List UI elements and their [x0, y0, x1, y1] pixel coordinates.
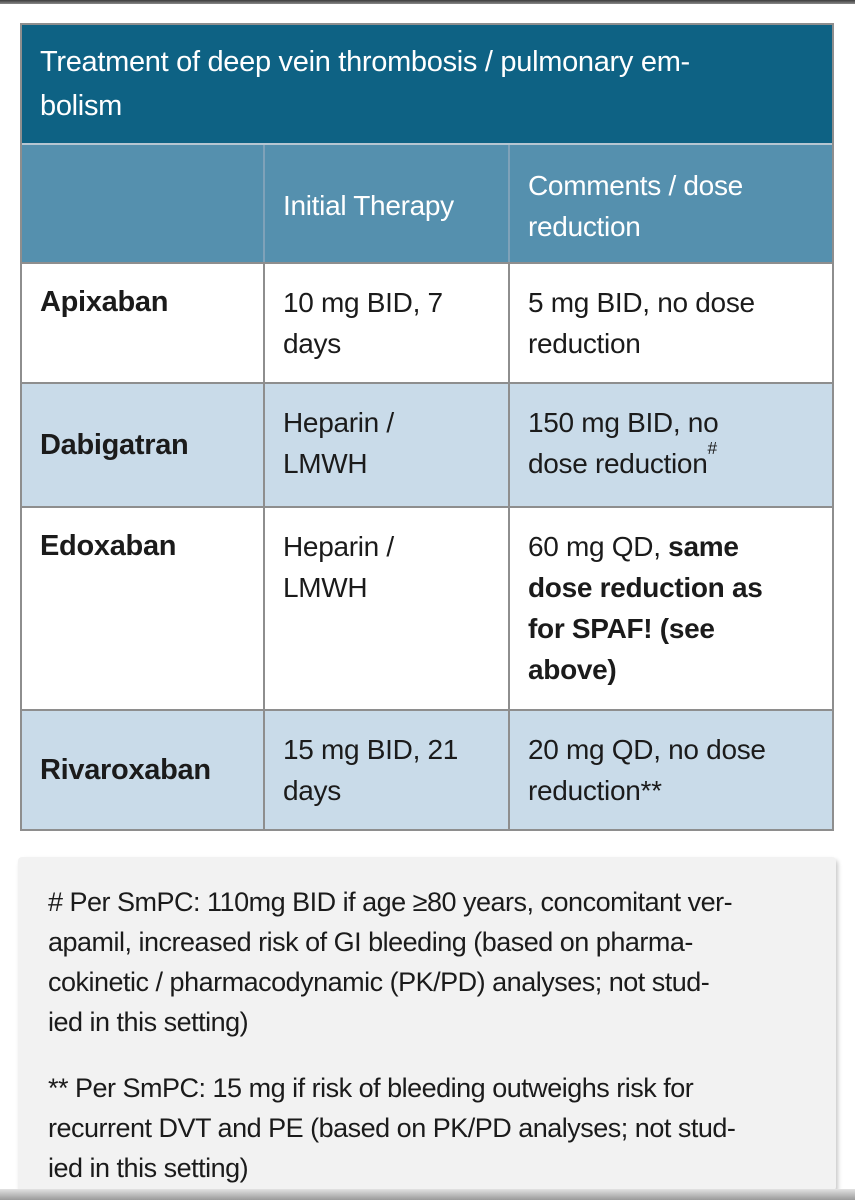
- comments-cell: 5 mg BID, no dose reduction: [508, 264, 832, 382]
- comments-text: 60 mg QD,: [528, 531, 669, 562]
- comments-cell: 150 mg BID, no dose reduction#: [508, 384, 832, 506]
- comments-cell: 60 mg QD, same dose reduction as for SPA…: [508, 508, 832, 709]
- header-cell-comments: Comments / dose reduction: [508, 145, 832, 262]
- drug-name-cell: Edoxaban: [40, 530, 177, 562]
- footnote-hash: # Per SmPC: 110mg BID if age ≥80 years, …: [48, 887, 733, 1037]
- initial-therapy-cell: 10 mg BID, 7 days: [263, 264, 508, 382]
- footnote-asterisk: ** Per SmPC: 15 mg if risk of bleeding o…: [48, 1073, 736, 1183]
- header-cell-initial-therapy: Initial Therapy: [263, 145, 508, 262]
- initial-therapy-cell: Heparin / LMWH: [263, 508, 508, 709]
- dvt-pe-treatment-table: Treatment of deep vein thrombosis / pulm…: [20, 23, 834, 831]
- footnote-marker-hash: #: [707, 438, 718, 458]
- initial-therapy-cell: Heparin / LMWH: [263, 384, 508, 506]
- screenshot-bottom-edge: [0, 1189, 855, 1200]
- table-row-rivaroxaban: Rivaroxaban 15 mg BID, 21 days 20 mg QD,…: [22, 709, 832, 829]
- header-label-initial-therapy: Initial Therapy: [283, 190, 454, 221]
- comments-text-emphasis: same dose reduction as for SPAF! (see ab…: [528, 531, 763, 685]
- comments-cell: 20 mg QD, no dose reduction**: [508, 711, 832, 829]
- screenshot-top-edge: [0, 0, 855, 4]
- drug-name-cell: Dabigatran: [22, 384, 263, 506]
- drug-name-label: Dabigatran: [40, 428, 189, 461]
- header-label-comments: Comments / dose reduction: [528, 169, 743, 242]
- table-title: Treatment of deep vein thrombosis / pulm…: [22, 25, 832, 143]
- initial-therapy-cell: 15 mg BID, 21 days: [263, 711, 508, 829]
- drug-name-cell: Apixaban: [40, 286, 169, 318]
- table-row-edoxaban: Edoxaban Heparin / LMWH 60 mg QD, same d…: [22, 506, 832, 709]
- table-row-apixaban: Apixaban 10 mg BID, 7 days 5 mg BID, no …: [22, 262, 832, 382]
- footnotes-panel: # Per SmPC: 110mg BID if age ≥80 years, …: [18, 857, 836, 1191]
- drug-name-cell: Rivaroxaban: [22, 711, 263, 829]
- comments-text: 150 mg BID, no dose reduction: [528, 407, 719, 479]
- header-cell-drug: [22, 145, 263, 262]
- table-header-row: Initial Therapy Comments / dose reductio…: [22, 143, 832, 262]
- table-row-dabigatran: Dabigatran Heparin / LMWH 150 mg BID, no…: [22, 382, 832, 506]
- drug-name-label: Rivaroxaban: [40, 753, 211, 786]
